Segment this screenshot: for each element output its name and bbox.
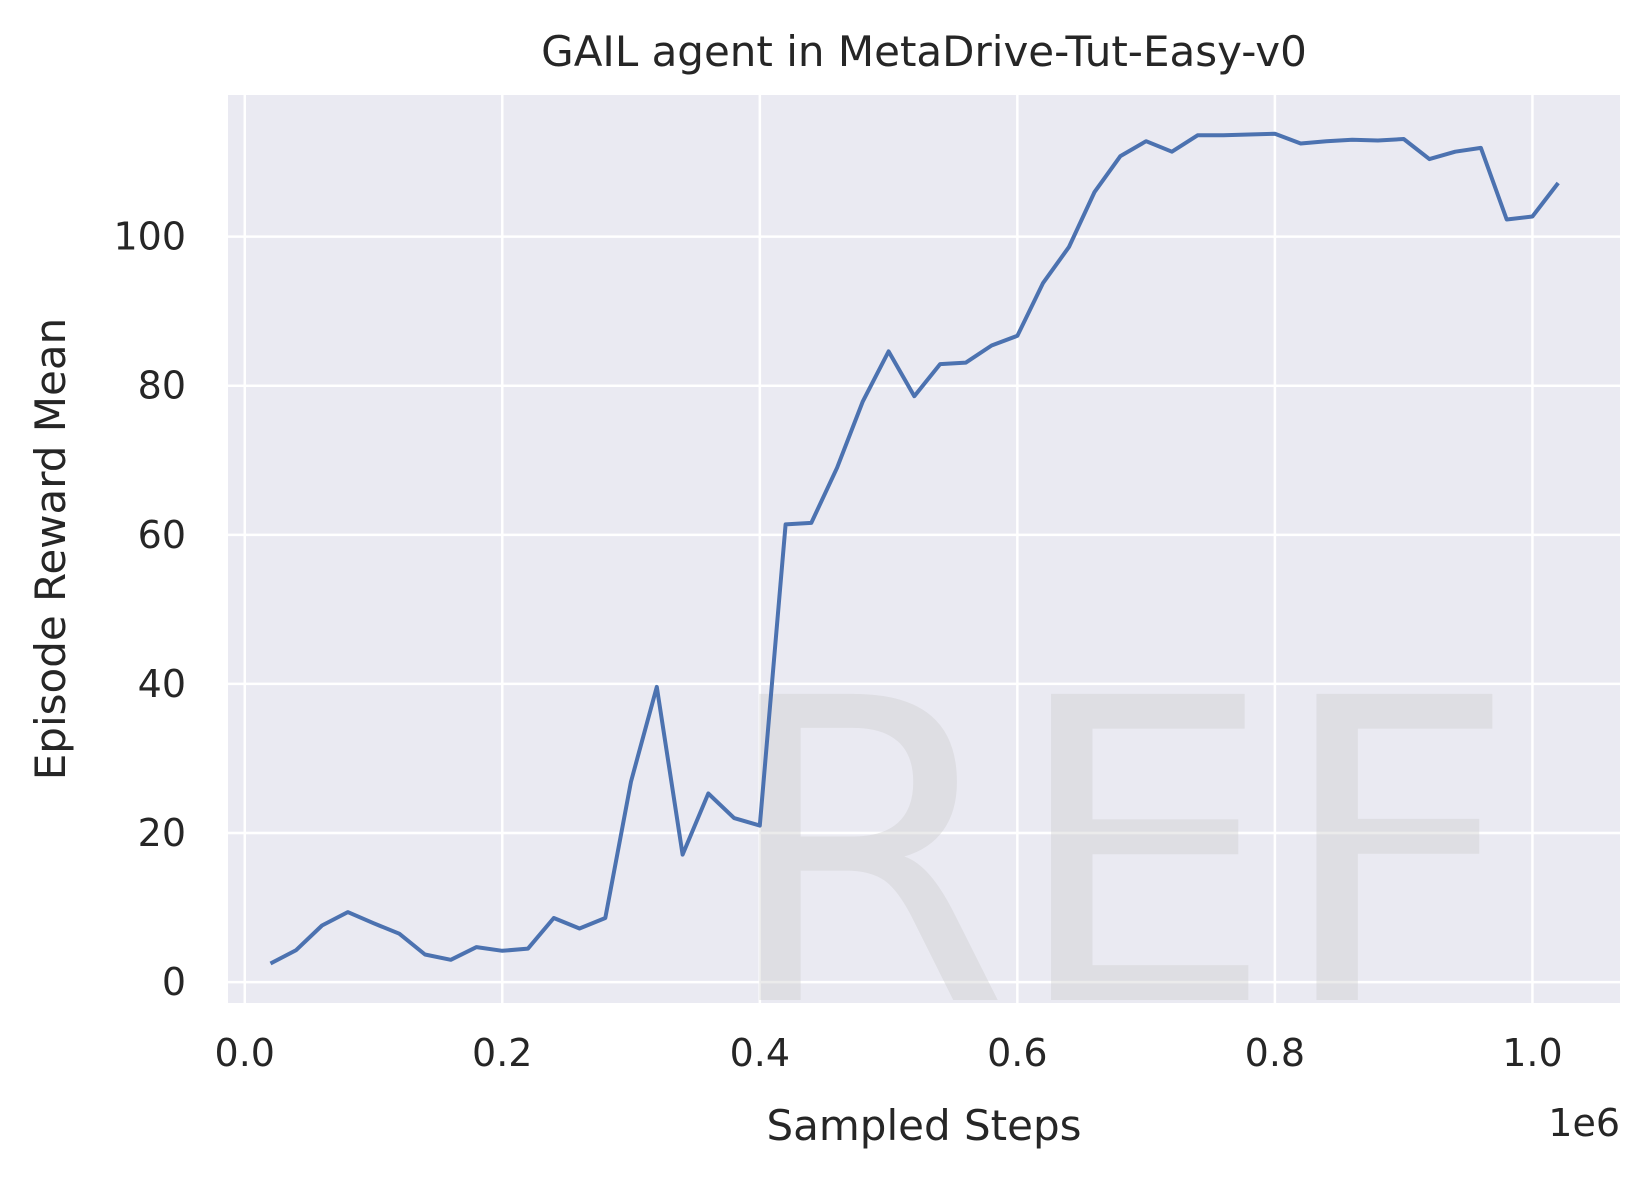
x-tick-label: 0.4: [730, 1031, 790, 1075]
y-tick-labels: 0 20 40 60 80 100: [113, 215, 186, 1004]
plot-background: [228, 95, 1620, 1003]
x-tick-label: 0.0: [215, 1031, 275, 1075]
x-tick-label: 1.0: [1502, 1031, 1562, 1075]
y-tick-label: 60: [138, 513, 186, 557]
y-tick-label: 20: [138, 811, 186, 855]
x-tick-label: 0.6: [987, 1031, 1047, 1075]
y-tick-label: 100: [113, 215, 186, 259]
y-tick-label: 40: [138, 662, 186, 706]
series-line: [269, 131, 1560, 966]
x-tick-labels: 0.0 0.2 0.4 0.6 0.8 1.0: [215, 1031, 1563, 1075]
chart-title: GAIL agent in MetaDrive-Tut-Easy-v0: [541, 27, 1307, 76]
x-tick-label: 0.8: [1245, 1031, 1305, 1075]
x-axis-offset-label: 1e6: [1548, 1101, 1620, 1145]
y-tick-label: 0: [162, 960, 186, 1004]
x-tick-label: 0.2: [472, 1031, 532, 1075]
watermark: REF: [718, 611, 1517, 1100]
x-axis-label: Sampled Steps: [767, 1101, 1082, 1150]
y-axis-label: Episode Reward Mean: [26, 318, 75, 781]
y-tick-label: 80: [138, 364, 186, 408]
